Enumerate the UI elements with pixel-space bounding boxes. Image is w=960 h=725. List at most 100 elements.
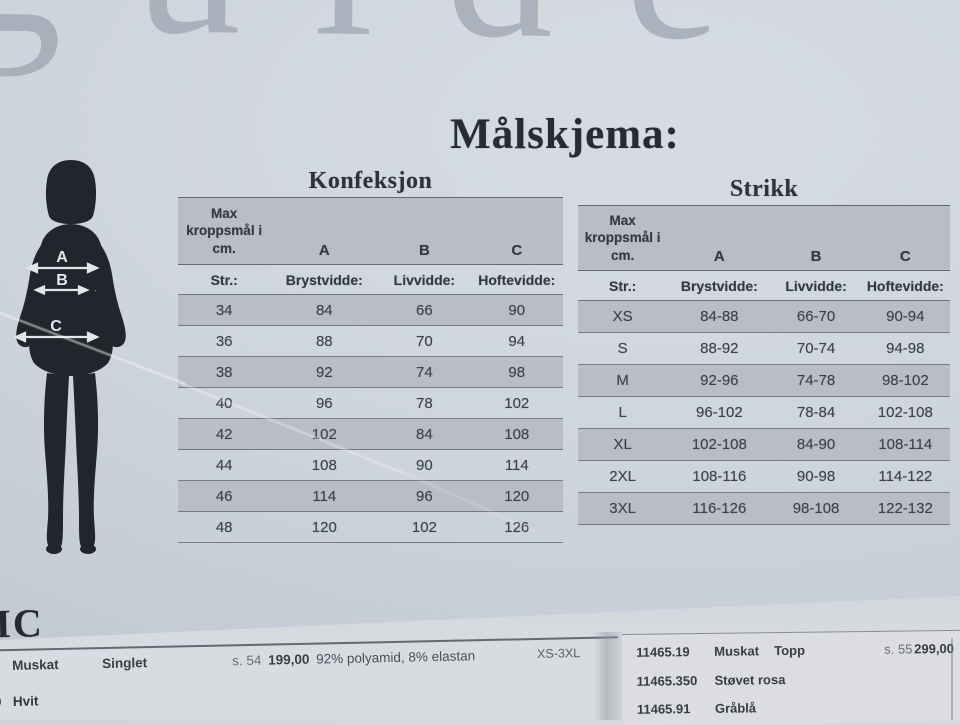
table-row: L 96-102 78-84 102-108 [578,397,950,429]
hip-arrowhead-left [13,331,27,343]
product-page-ref: s. 55 [884,641,913,657]
table-row: 2XL 108-116 90-98 114-122 [578,461,950,493]
size-cell: 38 [215,363,233,381]
size-cell: 108-116 [692,468,747,485]
size-cell: 120 [504,487,530,505]
size-cell: 102-108 [691,436,747,453]
size-cell: 98-102 [881,372,929,389]
size-cell: 88 [315,332,333,350]
size-cell: 66 [416,301,433,319]
footer-left-heading: IC [0,600,45,647]
right-foot-shape [80,544,96,554]
header-waist: Livvidde: [393,271,456,288]
header-size: Str.: [210,271,238,288]
size-cell: 90-98 [796,468,836,485]
header-size: Str.: [609,277,637,294]
hair-shape [45,160,97,224]
size-cell: 48 [215,518,233,536]
size-cell: 126 [504,518,530,536]
product-type: Singlet [102,655,148,672]
strikk-header-band: Max kroppsmål i cm. A B C [578,205,950,271]
page-title: Målskjema: [450,111,680,158]
table-row: M 92-96 74-78 98-102 [578,365,950,397]
color-name: Gråblå [714,700,757,716]
size-cell: 98-108 [792,500,840,517]
size-cell: 78-84 [796,404,836,421]
size-cell: 90 [416,456,433,474]
strikk-title: Strikk [729,176,799,202]
product-page-ref: s. 54 [231,652,262,669]
size-cell: 96 [416,487,433,505]
table-row: S 88-92 70-74 94-98 [578,333,950,365]
figure-silhouette: A B C [13,160,126,554]
size-cell: XL [613,436,632,453]
size-cell: 70-74 [796,340,836,357]
article-code: 11465.19 [636,644,690,660]
size-cell: 84-90 [796,436,836,453]
article-code: 11465.91 [636,701,691,717]
table-row: 36 88 70 94 [178,326,563,357]
footer-left-block: IC Muskat Singlet s. 54 199,00 92% polya… [0,583,631,720]
bust-arrowhead-left [25,262,39,274]
column-letter-b: B [810,248,822,265]
size-cell: 102 [311,425,337,443]
column-letter-c: C [511,242,523,259]
table-row: 40 96 78 102 [178,388,563,419]
size-cell: 74 [416,363,433,381]
size-cell: 36 [215,332,233,350]
size-cell: 34 [215,301,233,319]
size-cell: 90 [508,301,526,319]
size-cell: 98 [508,363,526,381]
konfeksjon-header-band: Max kroppsmål i cm. A B C [178,197,563,265]
size-cell: 70 [416,332,433,350]
header-hip: Hoftevidde: [478,271,556,288]
color-row: 11465.91 Gråblå [623,698,960,716]
size-cell: 40 [215,394,233,412]
size-cell: 44 [215,456,233,474]
left-leg-shape [43,373,69,549]
size-cell: 88-92 [700,340,739,357]
waist-arrowhead-right [77,284,90,296]
size-cell: 92 [315,363,333,381]
page-edge-line [951,638,953,720]
size-cell: 2XL [609,468,636,485]
color-name: Hvit [12,693,39,709]
strikk-table: Max kroppsmål i cm. A B C Str.: Brystvid… [578,205,950,525]
product-color: Muskat [12,656,59,673]
table-row: 46 114 96 120 [178,481,563,512]
header-bust: Brystvidde: [680,277,758,294]
bust-label: A [56,249,68,266]
table-row: 44 108 90 114 [178,450,563,481]
size-cell: 84 [416,425,433,443]
color-row: 11465.350 Støvet rosa [622,670,960,689]
size-cell: XS [612,308,633,325]
size-cell: 108 [504,425,530,443]
column-letter-c: C [899,248,911,265]
table-row: XL 102-108 84-90 108-114 [578,429,950,461]
product-price: 299,00 [914,640,955,657]
size-cell: 96-102 [695,404,743,421]
product-color: Muskat [714,643,760,659]
size-cell: 78 [416,394,433,412]
column-letter-a: A [318,242,330,259]
measure-note: Max kroppsmål i cm. [186,205,263,256]
cut-headline-text: guide [0,0,794,85]
color-name: Støvet rosa [714,672,786,688]
size-cell: L [618,404,627,421]
column-letter-a: A [713,248,725,265]
konfeksjon-table: Max kroppsmål i cm. A B C Str.: Brystvid… [178,197,563,543]
right-arm-shape [93,244,126,348]
table-row: 38 92 74 98 [178,357,563,388]
size-cell: 84 [315,301,333,319]
size-cell: 114 [312,487,337,505]
size-cell: 74-78 [796,372,836,389]
size-cell: 66-70 [796,308,836,325]
size-cell: 120 [311,518,337,536]
size-cell: M [616,372,629,389]
size-cell: 84-88 [700,308,739,325]
header-bust: Brystvidde: [285,271,363,288]
color-code-fragment: 0 [0,694,2,709]
size-cell: 102 [504,394,530,412]
measure-note: Max kroppsmål i cm. [584,212,661,263]
